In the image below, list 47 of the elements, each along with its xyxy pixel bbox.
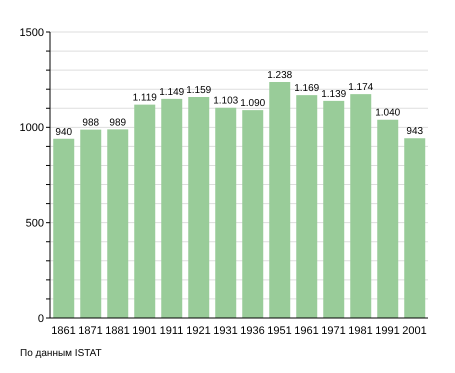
x-tick-label: 1971 <box>321 324 346 337</box>
x-tick-label: 1936 <box>240 324 265 337</box>
text: По данным ISTAT <box>20 348 102 359</box>
x-tick-label: 1861 <box>51 324 76 337</box>
bar <box>269 82 290 318</box>
y-tick-label: 500 <box>26 218 44 230</box>
bar <box>107 129 128 318</box>
x-tick-label: 1871 <box>78 324 103 337</box>
data-label: 1.169 <box>294 83 320 94</box>
x-tick-label: 1931 <box>213 324 238 337</box>
bar <box>242 110 264 318</box>
bar <box>377 120 398 318</box>
y-tick-label: 0 <box>38 312 44 325</box>
bar <box>404 138 426 318</box>
data-label: 1.149 <box>159 86 185 98</box>
x-tick-label: 1901 <box>132 324 157 337</box>
data-label: 1.103 <box>213 96 239 107</box>
x-tick-label: 1951 <box>267 324 292 337</box>
x-tick-label: 1911 <box>160 324 184 337</box>
data-label: 1.090 <box>240 98 266 110</box>
data-label: 1.174 <box>348 82 374 94</box>
bar <box>323 100 344 318</box>
x-tick-label: 1961 <box>294 324 319 337</box>
bar <box>188 97 210 318</box>
bar <box>296 95 318 318</box>
y-tick-label: 1500 <box>20 26 44 39</box>
bar <box>53 138 74 318</box>
data-label: 1.119 <box>132 92 158 104</box>
data-label: 1.238 <box>267 70 293 81</box>
bar <box>350 94 372 318</box>
bar <box>80 130 102 318</box>
bar <box>161 98 182 318</box>
x-tick-label: 1881 <box>105 324 130 337</box>
x-tick-label: 1921 <box>186 324 211 337</box>
data-label: 943 <box>406 126 424 138</box>
data-label: 940 <box>55 126 73 138</box>
data-label: 988 <box>82 118 100 129</box>
data-label: 1.139 <box>321 88 347 100</box>
data-label: 989 <box>109 117 127 128</box>
y-tick-label: 1000 <box>20 122 44 134</box>
x-tick-label: 2001 <box>402 324 427 337</box>
bar <box>134 104 156 318</box>
x-tick-label: 1981 <box>348 324 373 337</box>
x-tick-label: 1991 <box>375 324 400 337</box>
data-label: 1.159 <box>186 85 212 96</box>
data-label: 1.040 <box>375 108 401 119</box>
bar <box>215 108 236 318</box>
